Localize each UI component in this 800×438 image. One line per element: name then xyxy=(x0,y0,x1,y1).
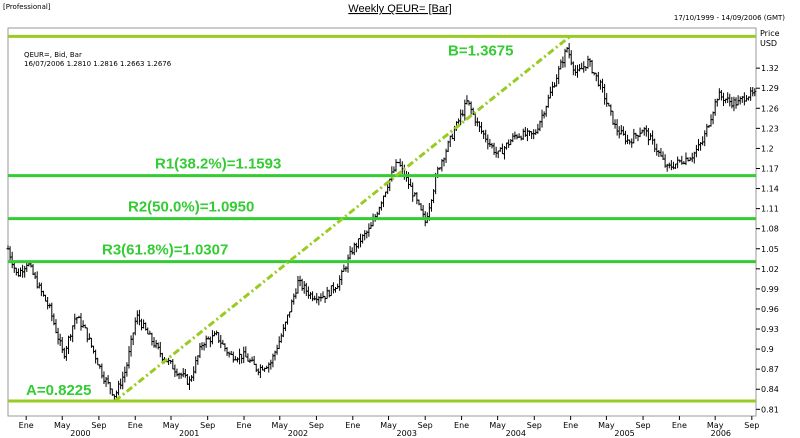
x-year-label: 2006 xyxy=(711,429,731,438)
x-month-label: Sep xyxy=(418,421,433,430)
x-year-label: 2004 xyxy=(506,429,526,438)
y-tick-label: 0.99 xyxy=(761,285,779,294)
y-axis: 1.32 1.29 1.26 1.23 1.2 1.17 1.14 1.11 1.08 1.05 1… xyxy=(756,64,779,414)
trend-line xyxy=(114,35,571,403)
y-tick-label: 1.29 xyxy=(761,84,779,93)
x-month-label: May xyxy=(380,421,397,430)
x-month-label: Ene xyxy=(128,421,143,430)
level-label-4: A=0.8225 xyxy=(26,382,91,399)
y-axis-label-currency: USD xyxy=(760,39,777,48)
x-year-label: 2001 xyxy=(179,429,199,438)
x-month-label: May xyxy=(489,421,506,430)
chart-title: Weekly QEUR= [Bar] xyxy=(348,3,451,15)
plot-frame xyxy=(7,27,757,417)
y-tick-label: 0.93 xyxy=(761,325,779,334)
x-month-label: Ene xyxy=(19,421,34,430)
x-month-label: May xyxy=(598,421,615,430)
y-tick-label: 1.14 xyxy=(761,185,779,194)
x-month-label: May xyxy=(163,421,180,430)
y-tick-label: 1.26 xyxy=(761,104,779,113)
x-month-label: Ene xyxy=(236,421,251,430)
x-month-label: May xyxy=(707,421,724,430)
x-month-label: May xyxy=(272,421,289,430)
y-tick-label: 1.08 xyxy=(761,225,779,234)
y-tick-label: 0.9 xyxy=(761,345,774,354)
x-year-label: 2000 xyxy=(70,429,90,438)
y-tick-label: 1.2 xyxy=(761,144,774,153)
x-year-label: 2002 xyxy=(288,429,308,438)
date-range: 17/10/1999 - 14/09/2006 (GMT) xyxy=(674,14,785,22)
level-label-1: R1(38.2%)=1.1593 xyxy=(155,156,281,173)
y-tick-label: 1.17 xyxy=(761,164,779,173)
level-label-3: R3(61.8%)=1.0307 xyxy=(102,242,228,259)
y-tick-label: 1.11 xyxy=(761,205,779,214)
x-year-label: 2003 xyxy=(397,429,417,438)
y-tick-label: 1.32 xyxy=(761,64,779,73)
x-month-label: Ene xyxy=(454,421,469,430)
x-month-label: Sep xyxy=(744,421,759,430)
info-values: 16/07/2006 1.2810 1.2816 1.2663 1.2676 xyxy=(24,60,172,68)
x-month-label: Sep xyxy=(527,421,542,430)
trend-line-group xyxy=(114,35,571,403)
y-tick-label: 0.87 xyxy=(761,365,779,374)
x-month-label: Ene xyxy=(345,421,360,430)
price-bars xyxy=(6,43,757,401)
x-month-label: May xyxy=(54,421,71,430)
x-axis: Ene May Sep Ene May Sep Ene May Sep Ene May Sep Ene M… xyxy=(19,416,759,438)
level-label-0: B=1.3675 xyxy=(448,42,513,59)
x-month-label: Sep xyxy=(636,421,651,430)
y-tick-label: 1.05 xyxy=(761,245,779,254)
retracement-lines: B=1.3675 R1(38.2%)=1.1593 R2(50.0%)=1.0950… xyxy=(8,34,756,403)
x-month-label: Sep xyxy=(91,421,106,430)
y-axis-label-price: Price xyxy=(760,29,780,38)
x-month-label: Sep xyxy=(309,421,324,430)
level-label-2: R2(50.0%)=1.0950 xyxy=(128,199,254,216)
y-tick-label: 0.84 xyxy=(761,385,779,394)
x-month-label: Ene xyxy=(672,421,687,430)
y-tick-label: 1.02 xyxy=(761,265,779,274)
edition-label: [Professional] xyxy=(3,3,51,11)
info-symbol: QEUR=, Bid, Bar xyxy=(24,51,82,59)
y-tick-label: 0.96 xyxy=(761,305,779,314)
y-tick-label: 0.81 xyxy=(761,405,779,414)
x-year-label: 2005 xyxy=(614,429,634,438)
y-tick-label: 1.23 xyxy=(761,124,779,133)
x-month-label: Sep xyxy=(200,421,215,430)
x-month-label: Ene xyxy=(563,421,578,430)
